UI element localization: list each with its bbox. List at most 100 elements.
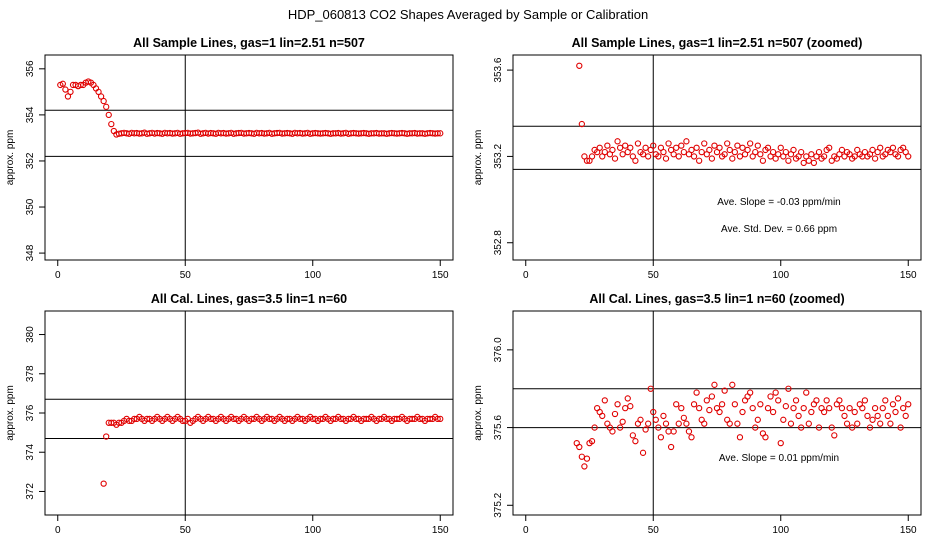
data-point [810, 159, 818, 167]
data-point [622, 404, 629, 412]
data-point [780, 416, 787, 423]
data-point [836, 397, 843, 404]
x-tick-label: 0 [55, 525, 61, 536]
chart-panel-4: All Cal. Lines, gas=3.5 lin=1 n=60 (zoom… [473, 292, 922, 536]
data-point [894, 395, 902, 402]
x-tick-label: 50 [180, 525, 192, 536]
y-tick-label: 375.6 [493, 415, 504, 440]
data-point [601, 397, 608, 404]
y-tick-label: 380 [25, 326, 36, 343]
data-point [662, 155, 670, 162]
data-point [757, 401, 764, 408]
y-tick-label: 352.8 [493, 230, 504, 255]
panel-title: All Cal. Lines, gas=3.5 lin=1 n=60 [151, 292, 347, 306]
data-point [622, 142, 629, 149]
data-point [693, 144, 700, 151]
data-point [757, 151, 764, 158]
data-point [434, 415, 441, 423]
data-point [690, 401, 698, 408]
data-point [683, 138, 690, 145]
x-tick-label: 150 [432, 525, 449, 536]
data-point [650, 408, 657, 416]
data-point [416, 415, 423, 423]
data-point [599, 412, 606, 420]
x-tick-label: 0 [523, 525, 529, 536]
data-point [813, 397, 820, 404]
data-point [808, 151, 815, 158]
data-point [650, 142, 657, 149]
x-tick-label: 0 [55, 270, 61, 281]
data-point [611, 410, 619, 418]
data-point [831, 432, 838, 439]
data-point [706, 406, 713, 414]
data-point [805, 157, 812, 164]
data-point [767, 393, 774, 400]
data-point [696, 157, 703, 164]
data-point [851, 153, 858, 160]
data-point [749, 404, 756, 412]
data-point [642, 426, 649, 433]
panel-title: All Sample Lines, gas=1 lin=2.51 n=507 (… [572, 36, 863, 50]
data-point [861, 397, 869, 404]
data-point [777, 439, 784, 447]
data-point [698, 148, 705, 156]
data-point [207, 415, 214, 423]
data-point [604, 142, 611, 149]
data-point [734, 142, 741, 149]
data-point [248, 415, 255, 423]
data-point [578, 453, 585, 460]
data-point [645, 153, 652, 160]
data-point [103, 433, 110, 440]
data-point [609, 146, 616, 154]
y-tick-label: 353.2 [493, 143, 504, 168]
data-point [711, 142, 718, 149]
data-point [752, 148, 759, 156]
data-point [627, 403, 634, 410]
data-point [437, 415, 444, 423]
data-point [685, 428, 693, 435]
data-point [652, 416, 659, 423]
data-point [838, 404, 846, 412]
data-point [64, 93, 72, 100]
data-point [632, 157, 639, 164]
data-point [115, 419, 123, 426]
data-point [785, 385, 792, 392]
data-point [800, 404, 807, 412]
data-point [843, 420, 851, 427]
data-point [678, 404, 685, 412]
data-point [785, 157, 792, 164]
data-point [624, 395, 631, 402]
data-point [701, 140, 708, 147]
y-tick-label: 352 [25, 152, 36, 169]
data-point [708, 155, 716, 162]
data-point [729, 155, 736, 162]
plot-frame [512, 310, 922, 516]
data-point [708, 393, 716, 400]
data-point [777, 144, 784, 151]
data-point [345, 415, 352, 423]
data-point [616, 424, 624, 431]
data-point [667, 443, 675, 451]
data-point [803, 389, 810, 396]
data-point [296, 415, 304, 423]
data-point [688, 146, 695, 154]
data-point [721, 151, 728, 158]
data-point [887, 420, 894, 427]
data-point [744, 146, 751, 154]
data-point [383, 415, 390, 423]
y-tick-label: 348 [25, 244, 36, 261]
data-point [851, 408, 858, 416]
data-point [864, 412, 871, 420]
data-point [588, 153, 596, 160]
data-point [859, 404, 866, 412]
data-point [721, 387, 728, 394]
data-point [754, 142, 761, 149]
data-point [632, 438, 639, 445]
data-point [426, 415, 434, 423]
data-point [798, 424, 805, 431]
x-tick-label: 150 [900, 525, 917, 536]
data-point [894, 153, 902, 160]
data-point [665, 428, 672, 435]
data-point [317, 415, 324, 423]
chart-panel-2: All Sample Lines, gas=1 lin=2.51 n=507 (… [473, 36, 922, 281]
